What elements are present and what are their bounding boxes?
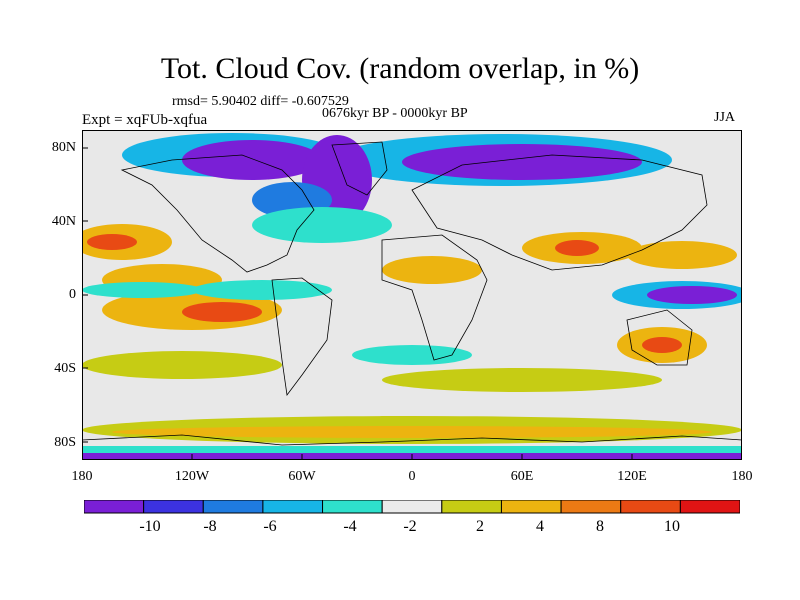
anomaly-patch [182,302,262,322]
lat-label-40s: 40S [54,361,76,376]
coastline-antarctica [82,434,742,446]
anomaly-patch [555,240,599,256]
anomaly-patch [82,446,742,454]
anomaly-map [82,130,742,460]
lat-label-0: 0 [69,287,76,302]
coastline-eurasia [411,154,708,271]
anomaly-patch [182,140,322,180]
anomaly-patch [402,144,642,180]
lon-label-180e: 180 [731,469,753,484]
anomaly-patch [112,426,712,438]
colorbar-cell [620,500,681,514]
lon-label-0: 0 [408,469,416,484]
map-ticks [82,147,633,460]
colorbar-cell [560,500,622,514]
anomaly-patch [87,234,137,250]
colorbar [84,500,740,514]
season-label: JJA [714,110,736,125]
colorbar-label: -4 [343,518,357,535]
anomaly-patch [82,351,282,379]
anomaly-patch [252,207,392,243]
colorbar-cell [500,500,562,514]
lon-label-60e: 60E [510,469,534,484]
anomaly-patch [192,280,332,300]
colorbar-label: -8 [203,518,217,535]
lon-label-60w: 60W [288,469,316,484]
coastline-greenland [331,141,388,196]
colorbar-label: 8 [596,518,604,535]
colorbar-cell [84,500,145,514]
colorbar-label: 2 [476,518,484,535]
colorbar-cell [322,500,383,514]
anomaly-patch [382,368,662,392]
stats-label: rmsd= 5.90402 diff= -0.607529 [172,94,349,109]
anomaly-patch [642,337,682,353]
colorbar-label: -2 [403,518,417,535]
plot-title: Tot. Cloud Cov. (random overlap, in %) [160,52,640,85]
period-label: 0676kyr BP - 0000kyr BP [322,106,468,121]
colorbar-label: -6 [263,518,277,535]
lon-label-180w: 180 [71,469,93,484]
coastline-north-america [120,154,315,273]
lon-label-120w: 120W [174,469,210,484]
colorbar-cell [679,500,740,514]
colorbar-label: 4 [536,518,544,535]
coastlines [82,141,742,446]
experiment-label: Expt = xqFUb-xqfua [82,112,208,128]
coastline-south-america [271,277,333,397]
lat-label-80n: 80N [51,140,76,155]
coastline-australia [626,309,693,366]
anomaly-patch [82,282,202,298]
colorbar-label: -10 [139,518,161,535]
colorbar-label: 10 [664,518,680,535]
colorbar-cell [441,500,502,514]
colorbar-cell [202,500,264,514]
anomaly-patch [352,345,472,365]
anomaly-fields [82,133,742,460]
lat-label-40n: 40N [51,214,76,229]
anomaly-patch [647,286,737,304]
lat-label-80s: 80S [54,435,76,450]
colorbar-cell [143,500,204,514]
anomaly-patch [627,241,737,269]
colorbar-cell [381,500,443,514]
colorbar-cell [262,500,324,514]
lon-label-120e: 120E [617,469,647,484]
anomaly-patch [382,256,482,284]
coastline-africa [381,234,488,361]
